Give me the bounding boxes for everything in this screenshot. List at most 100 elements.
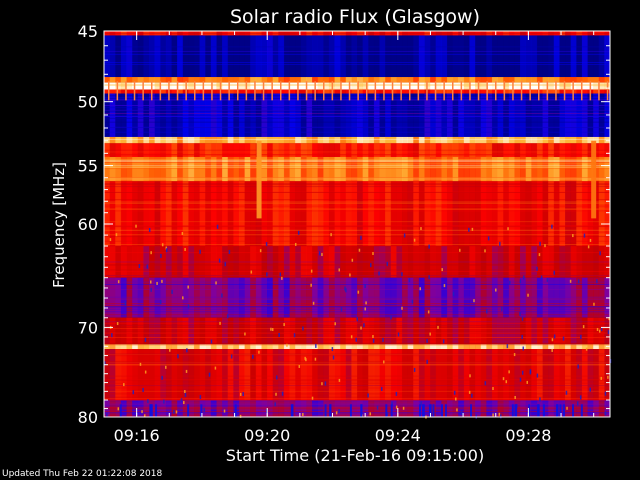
speckle [161, 375, 163, 380]
spectral-streak [104, 205, 610, 207]
band-texture [340, 157, 347, 182]
band-texture [435, 77, 442, 83]
band-texture [435, 181, 442, 246]
band-texture [463, 277, 470, 318]
band-texture [171, 82, 178, 90]
band-texture [317, 31, 324, 36]
speckle [469, 374, 471, 378]
band-texture [255, 82, 262, 90]
speckle [104, 361, 106, 366]
band-texture [593, 317, 600, 345]
band-texture [357, 277, 364, 318]
speckle [519, 377, 522, 382]
band-texture [306, 35, 313, 78]
band-texture [581, 317, 588, 345]
band-texture [514, 89, 521, 94]
band-texture [418, 31, 425, 36]
speckle [111, 333, 113, 338]
band-texture [491, 35, 498, 78]
band-texture [486, 317, 493, 345]
band-texture [306, 93, 313, 137]
speckle [286, 343, 288, 347]
spectral-streak [104, 177, 610, 178]
band-texture [401, 93, 408, 137]
band-texture [188, 349, 195, 401]
band-texture [553, 82, 560, 90]
band-texture [137, 136, 144, 144]
band-texture [587, 35, 594, 78]
band-texture [413, 317, 420, 345]
band-texture [548, 77, 555, 83]
periodic-tick [305, 81, 308, 101]
band-texture [362, 349, 369, 401]
x-axis: 09:16 09:20 09:24 09:28 [114, 31, 595, 445]
band-texture [317, 349, 324, 401]
band-texture [390, 181, 397, 246]
band-texture [238, 89, 245, 94]
band-texture [210, 349, 217, 401]
band-texture [570, 181, 577, 246]
speckle [589, 387, 592, 392]
speckle [455, 397, 457, 401]
band-texture [598, 77, 605, 83]
periodic-tick [331, 81, 334, 101]
band-texture [182, 31, 189, 36]
band-texture [160, 349, 167, 401]
frequency-band [104, 82, 611, 90]
band-texture [210, 344, 217, 350]
band-texture [238, 181, 245, 246]
speckle [218, 258, 221, 263]
band-texture [486, 31, 493, 36]
band-texture [463, 317, 470, 345]
band-texture [536, 35, 543, 78]
band-texture [148, 181, 155, 246]
speckle [487, 236, 490, 241]
band-texture [458, 77, 465, 83]
band-texture [390, 157, 397, 182]
band-texture [261, 277, 268, 318]
band-texture [143, 31, 150, 36]
band-texture [193, 344, 200, 350]
spectral-streak [104, 159, 610, 160]
low-freq-spike [555, 404, 558, 417]
band-texture [283, 181, 290, 246]
spectral-streak [104, 87, 610, 89]
speckle [372, 335, 374, 339]
band-texture [486, 157, 493, 182]
band-texture [542, 93, 549, 137]
band-texture [463, 31, 470, 36]
speckle [150, 251, 152, 255]
band-texture [503, 31, 510, 36]
band-texture [536, 82, 543, 90]
band-texture [424, 93, 431, 137]
band-texture [581, 31, 588, 36]
speckle [144, 337, 147, 342]
spectral-streak [104, 408, 610, 410]
band-texture [278, 77, 285, 83]
band-texture [503, 277, 510, 318]
band-texture [340, 181, 347, 246]
band-texture [323, 77, 330, 83]
periodic-tick [254, 81, 256, 101]
band-texture [104, 89, 111, 94]
band-texture [508, 82, 515, 90]
band-texture [244, 89, 251, 94]
band-texture [238, 82, 245, 90]
band-texture [413, 82, 420, 90]
band-texture [475, 181, 482, 246]
band-texture [216, 93, 223, 137]
speckle [428, 244, 430, 249]
band-texture [340, 89, 347, 94]
band-texture [300, 181, 307, 246]
speckle [380, 386, 383, 391]
band-texture [520, 82, 527, 90]
band-texture [283, 136, 290, 144]
band-texture [593, 277, 600, 318]
band-texture [137, 349, 144, 401]
band-texture [503, 35, 510, 78]
band-texture [565, 77, 572, 83]
band-texture [143, 35, 150, 78]
band-texture [379, 181, 386, 246]
band-texture [390, 77, 397, 83]
spectral-streak [104, 153, 610, 155]
